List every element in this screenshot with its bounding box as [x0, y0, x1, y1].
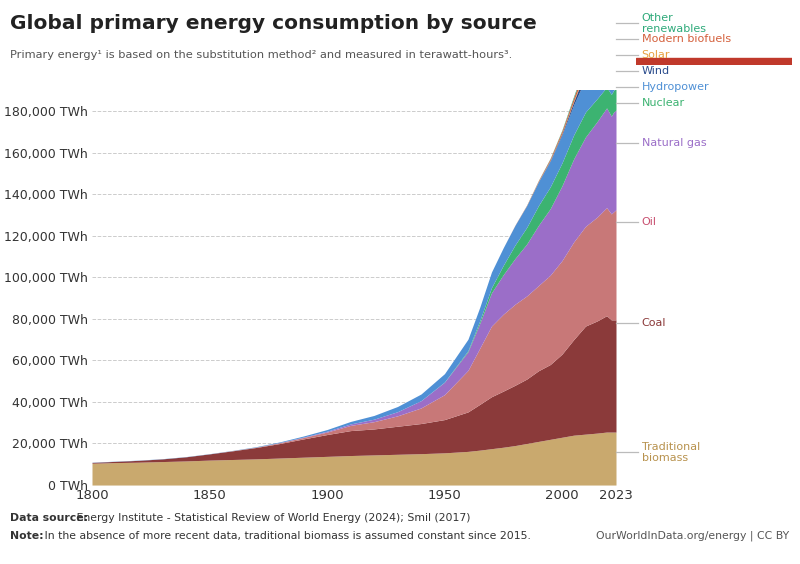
Text: Modern biofuels: Modern biofuels: [642, 34, 730, 45]
Text: Energy Institute - Statistical Review of World Energy (2024); Smil (2017): Energy Institute - Statistical Review of…: [73, 513, 470, 523]
Text: Oil: Oil: [642, 217, 657, 227]
Text: Our World: Our World: [676, 24, 752, 37]
Text: Nuclear: Nuclear: [642, 98, 685, 108]
Text: Wind: Wind: [642, 66, 670, 76]
Text: Natural gas: Natural gas: [642, 138, 706, 148]
Text: Solar: Solar: [642, 50, 670, 60]
Text: In the absence of more recent data, traditional biomass is assumed constant sinc: In the absence of more recent data, trad…: [41, 531, 530, 541]
Text: Coal: Coal: [642, 318, 666, 328]
Text: OurWorldInData.org/energy | CC BY: OurWorldInData.org/energy | CC BY: [597, 531, 790, 541]
Text: Other
renewables: Other renewables: [642, 13, 706, 34]
Text: Primary energy¹ is based on the substitution method² and measured in terawatt-ho: Primary energy¹ is based on the substitu…: [10, 50, 513, 60]
Text: Data source:: Data source:: [10, 513, 89, 523]
Text: Global primary energy consumption by source: Global primary energy consumption by sou…: [10, 14, 537, 33]
Bar: [636, 58, 792, 65]
Text: Note:: Note:: [10, 531, 44, 541]
Text: Hydropower: Hydropower: [642, 82, 710, 92]
Text: Traditional
biomass: Traditional biomass: [642, 442, 700, 463]
Text: in Data: in Data: [687, 43, 741, 56]
